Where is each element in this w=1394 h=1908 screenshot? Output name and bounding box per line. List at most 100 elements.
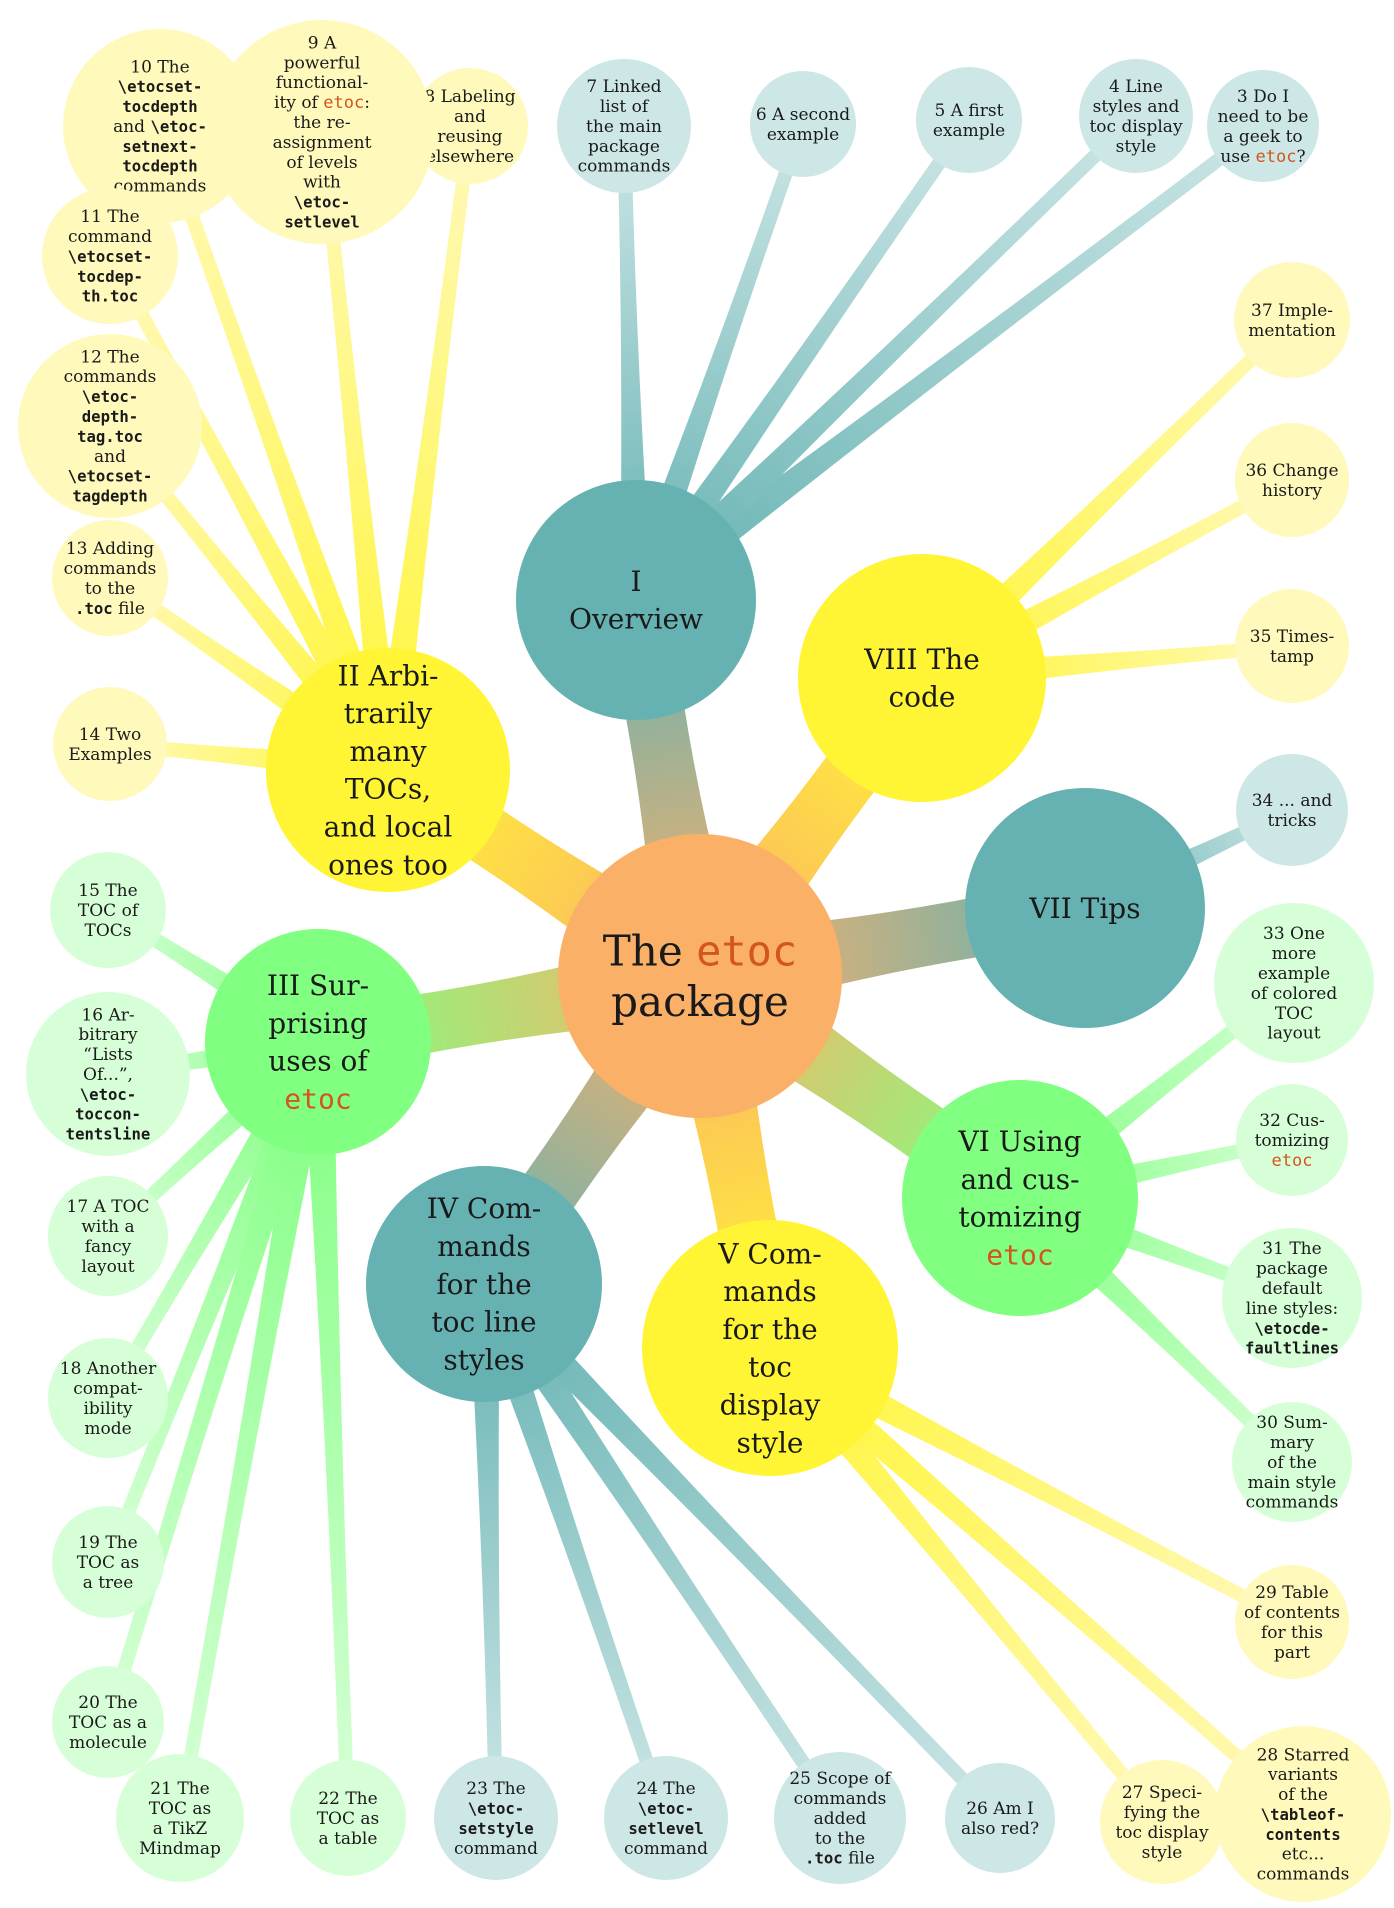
section-node-label-14-line: 14 Two (79, 725, 142, 745)
section-node-label-8: 8 Labeling and reusing elsewhere (424, 87, 515, 167)
section-node-label-24-line: 24 The (636, 1779, 695, 1799)
section-node-13 (52, 520, 168, 636)
section-node-label-36: 36 Change history (1245, 461, 1338, 501)
part-node-II (266, 648, 510, 892)
part-node-label-VII-line: VII Tips (1028, 892, 1140, 925)
section-node-label-32-line: 32 Cus- (1259, 1111, 1324, 1131)
section-node-label-19: 19 The TOC as a tree (77, 1533, 140, 1593)
section-node-label-7-line: list of (600, 97, 650, 117)
section-node-label-11: 11 The command \etocset-tocdep-th.toc (68, 207, 153, 306)
section-node-label-27: 27 Speci-fying the toc display style (1115, 1783, 1208, 1863)
section-node-label-37: 37 Imple-mentation (1248, 301, 1336, 341)
section-node-label-22-line: 22 The (318, 1789, 377, 1809)
section-node-label-17-line: layout (81, 1257, 134, 1277)
part-node-label-II-line: TOCs, (345, 773, 431, 806)
section-node-label-29: 29 Table of contents for this part (1244, 1583, 1340, 1663)
part-node-label-I-line: Overview (569, 603, 703, 636)
section-node-label-35-line: tamp (1270, 647, 1314, 667)
section-node-35 (1235, 589, 1349, 703)
section-node-12 (18, 334, 202, 518)
edge-part-I-to-section-5 (622, 116, 975, 610)
section-node-28 (1215, 1726, 1391, 1902)
section-node-label-13-line: to the (85, 579, 135, 599)
section-node-label-16-line: \etoc- (80, 1085, 136, 1104)
section-node-3 (1207, 70, 1319, 182)
part-node-label-VIII-line: code (888, 681, 955, 714)
section-node-label-30: 30 Sum-mary of the main style commands (1246, 1413, 1339, 1513)
section-node-label-31-line: default (1262, 1279, 1323, 1299)
section-node-label-20-line: TOC as a (69, 1713, 147, 1733)
section-node-label-19-line: TOC as (77, 1553, 140, 1573)
section-node-label-34-line: tricks (1268, 811, 1317, 831)
section-node-label-22-line: a table (319, 1829, 378, 1849)
part-node-label-III: III Sur-prising uses of etoc (267, 969, 370, 1115)
section-node-19 (52, 1506, 164, 1618)
section-node-27 (1100, 1760, 1224, 1884)
section-node-label-13: 13 Adding commands to the .toc file (64, 539, 157, 619)
section-node-label-17-line: 17 A TOC (67, 1197, 150, 1217)
section-node-label-27-line: toc display (1115, 1823, 1208, 1843)
edge-part-V-to-section-27 (757, 1337, 1168, 1827)
section-node-14 (53, 687, 167, 801)
part-node-label-III-line: uses of (268, 1045, 370, 1078)
part-node-label-V-line: display (720, 1389, 821, 1422)
section-node-label-4-line: styles and (1093, 97, 1180, 117)
section-node-label-16-line: toccon- (75, 1105, 141, 1124)
part-node-label-II-line: trarily (344, 697, 433, 730)
section-node-21 (116, 1754, 244, 1882)
section-node-label-35-line: 35 Times- (1250, 627, 1334, 647)
section-node-label-14: 14 Two Examples (68, 725, 151, 765)
section-node-label-21-line: a TikZ (153, 1819, 208, 1839)
part-node-label-II-line: ones too (328, 848, 448, 881)
section-node-label-9-line: with (303, 173, 341, 193)
section-node-label-9-line: the re- (293, 113, 350, 133)
section-node-label-23-line: \etoc- (468, 1799, 524, 1818)
section-node-label-10: 10 The \etocset-tocdepth and \etoc-setnext… (113, 57, 207, 196)
section-node-label-10-line: commands (114, 177, 207, 197)
section-node-22 (290, 1760, 406, 1876)
section-node-9 (210, 20, 434, 244)
section-node-label-11-line: \etocset- (68, 247, 153, 266)
part-node-label-IV: IV Com-mands for the toc line styles (427, 1192, 541, 1376)
part-node-label-VI-line: VI Using (957, 1125, 1081, 1158)
section-node-label-18-line: compat- (73, 1379, 142, 1399)
section-node-label-26-line: 26 Am I (966, 1799, 1034, 1819)
section-node-label-7-line: 7 Linked (586, 77, 661, 97)
part-node-label-V-line: mands (723, 1275, 817, 1308)
section-node-label-33-line: layout (1267, 1024, 1320, 1044)
section-node-label-35: 35 Times-tamp (1250, 627, 1334, 667)
section-node-label-8-line: reusing (437, 127, 502, 147)
section-node-5 (916, 67, 1022, 173)
section-node-label-9-line: 9 A (308, 33, 337, 53)
part-node-label-VIII: VIII The code (863, 643, 980, 714)
section-node-label-33-line: example (1258, 964, 1330, 984)
section-node-label-16-line: 16 Ar- (81, 1005, 134, 1025)
part-node-label-VII: VII Tips (1028, 892, 1140, 925)
edge-part-V-to-section-28 (759, 1335, 1308, 1820)
section-node-label-10-line: tocdepth (122, 97, 197, 116)
part-node-label-VI-line: and cus- (960, 1163, 1079, 1196)
section-node-label-8-line: and (454, 107, 486, 127)
section-node-label-12: 12 The commands \etoc-depth-tag.toc and \eto… (64, 347, 157, 505)
section-node-label-37-line: mentation (1248, 321, 1336, 341)
section-node-label-25-line: commands (794, 1789, 887, 1809)
section-node-label-17: 17 A TOC with a fancy layout (67, 1197, 150, 1277)
section-node-label-28-line: \tableof- (1261, 1805, 1346, 1824)
section-node-label-31: 31 The package default line styles: \etocde-… (1245, 1239, 1339, 1357)
section-node-label-13-line: .toc file (75, 599, 145, 619)
edge-part-I-to-section-4 (624, 110, 1141, 612)
section-node-label-25-line: added (814, 1809, 867, 1829)
section-node-label-33-line: 33 One (1263, 924, 1325, 944)
edge-part-IV-to-section-26 (472, 1272, 1006, 1823)
section-node-18 (48, 1338, 168, 1458)
edge-part-I-to-section-3 (626, 120, 1268, 613)
edge-part-II-to-section-9 (315, 131, 404, 772)
section-node-label-34-line: 34 ... and (1252, 791, 1333, 811)
section-node-label-19-line: 19 The (78, 1533, 137, 1553)
section-node-label-11-line: command (68, 227, 152, 247)
part-node-label-VI: VI Using and cus-tomizing etoc (957, 1125, 1081, 1271)
section-node-label-23-line: setstyle (458, 1819, 533, 1838)
section-node-36 (1235, 423, 1349, 537)
section-node-label-15-line: 15 The (78, 881, 137, 901)
